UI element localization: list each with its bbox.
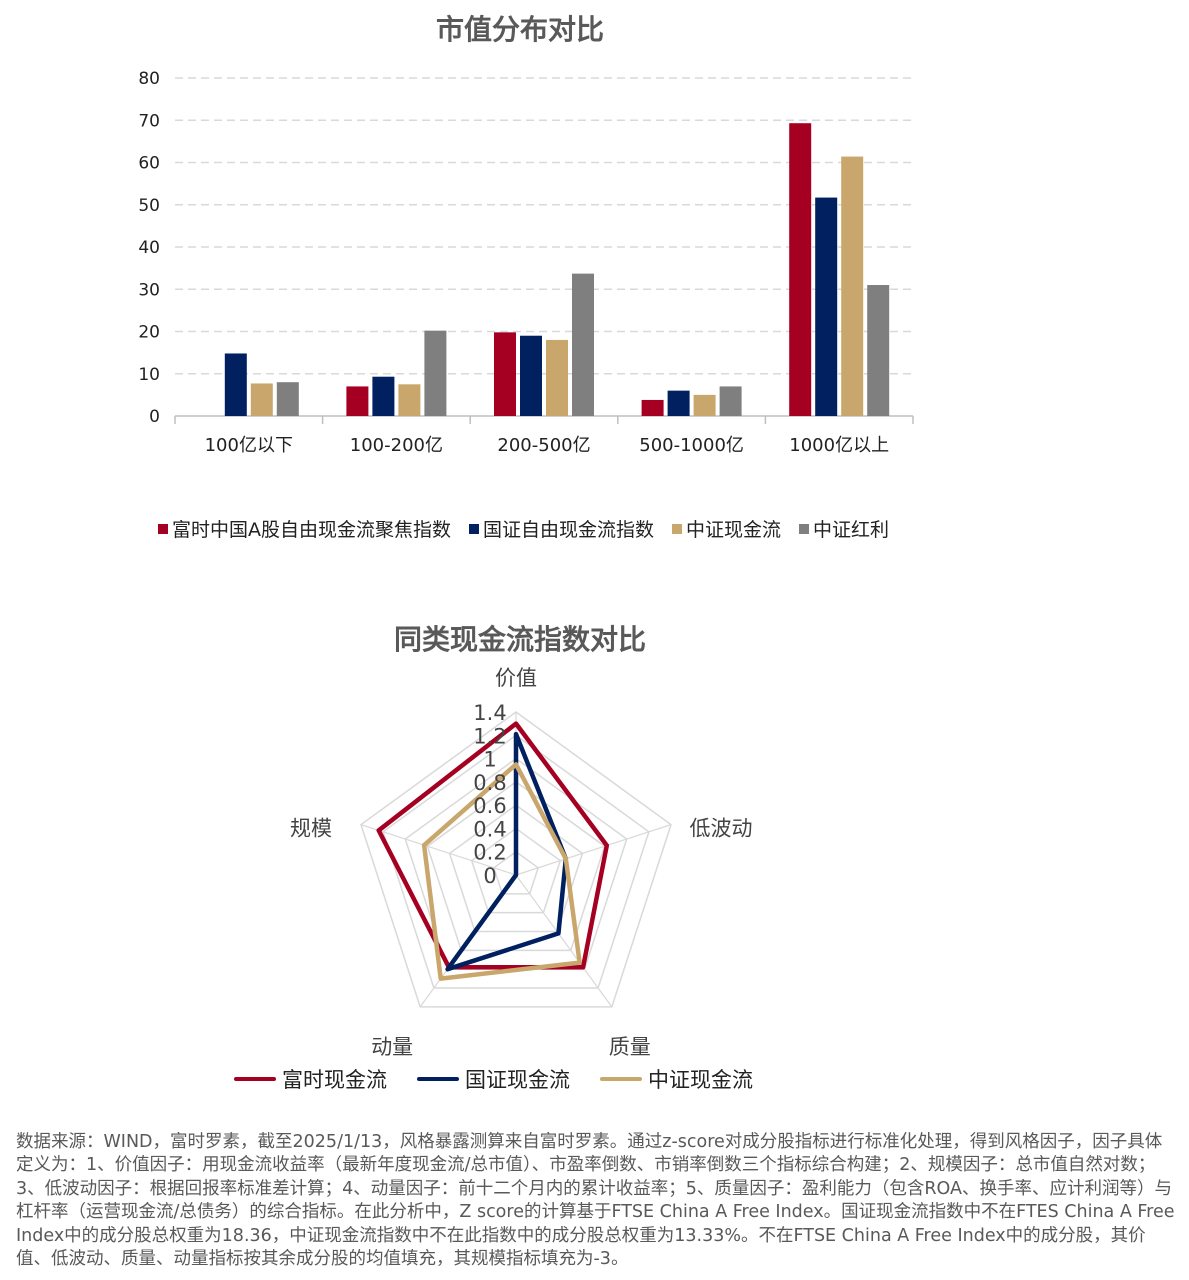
radar-tick-label: 0.8 <box>473 771 506 795</box>
y-tick-label: 50 <box>138 196 160 216</box>
radar-series <box>445 731 569 972</box>
legend-label-hongli: 中证红利 <box>813 519 890 541</box>
radar-spoke <box>515 824 672 876</box>
radar-tick-label: 1.4 <box>473 701 506 725</box>
radar-tick-label: 0.2 <box>473 841 506 865</box>
radar-axis-label: 规模 <box>290 817 332 841</box>
radar-legend-item-ftse: 富时现金流 <box>234 1064 387 1094</box>
radar-chart-title: 同类现金流指数对比 <box>393 623 646 656</box>
legend-label-zhongzheng: 中证现金流 <box>686 519 782 541</box>
y-tick-label: 80 <box>138 69 160 89</box>
y-tick-label: 60 <box>138 154 160 174</box>
radar-grid-ring <box>404 757 628 970</box>
radar-tick-label: 1.2 <box>473 724 506 748</box>
bar <box>346 386 369 416</box>
y-tick-label: 20 <box>138 323 160 343</box>
bar <box>667 390 690 416</box>
radar-legend-label-zhongzheng: 中证现金流 <box>648 1068 753 1092</box>
bar <box>789 123 812 417</box>
radar-spoke <box>419 874 517 1008</box>
radar-grid-ring <box>426 780 606 952</box>
bar <box>224 353 247 416</box>
bar <box>520 335 542 416</box>
bar <box>867 285 890 416</box>
legend-item-ftse: 富时中国A股自由现金流聚焦指数 <box>158 515 451 542</box>
radar-legend-line-ftse <box>234 1077 276 1081</box>
y-tick-label: 40 <box>138 238 160 258</box>
radar-legend: 富时现金流 国证现金流 中证现金流 <box>234 1064 783 1094</box>
radar-legend-label-guozheng: 国证现金流 <box>465 1068 570 1092</box>
legend-label-guozheng: 国证自由现金流指数 <box>483 519 655 541</box>
x-tick-label: 500-1000亿 <box>639 435 744 456</box>
x-tick-label: 1000亿以上 <box>789 435 889 456</box>
radar-axis-label: 价值 <box>495 666 537 690</box>
bar <box>641 399 664 416</box>
radar-axis-label: 质量 <box>609 1035 651 1059</box>
radar-legend-line-guozheng <box>417 1077 459 1081</box>
radar-grid-ring <box>360 711 672 1008</box>
radar-grid-ring <box>470 827 562 914</box>
legend-item-guozheng: 国证自由现金流指数 <box>469 515 654 542</box>
x-tick-label: 100亿以下 <box>205 435 293 456</box>
radar-tick-label: 0.6 <box>473 794 506 818</box>
y-tick-label: 30 <box>138 280 160 300</box>
y-tick-label: 10 <box>138 365 160 385</box>
legend-item-zhongzheng: 中证现金流 <box>672 515 781 542</box>
radar-grid-ring <box>492 850 540 895</box>
bar <box>276 382 299 416</box>
bar-chart-title: 市值分布对比 <box>435 13 604 46</box>
bar <box>572 273 594 416</box>
radar-grid-ring <box>448 804 584 933</box>
radar-axis-label: 动量 <box>371 1035 413 1059</box>
bar <box>719 386 742 416</box>
bar <box>372 376 395 416</box>
bar <box>546 339 568 416</box>
radar-legend-item-guozheng: 国证现金流 <box>417 1064 570 1094</box>
bar <box>693 394 716 416</box>
x-tick-label: 100-200亿 <box>350 435 443 456</box>
footnote: 数据来源：WIND，富时罗素，截至2025/1/13，风格暴露测算来自富时罗素。… <box>16 1132 1175 1270</box>
radar-tick-label: 1 <box>483 748 496 772</box>
radar-legend-label-ftse: 富时现金流 <box>282 1068 387 1092</box>
bar-legend: 富时中国A股自由现金流聚焦指数 国证自由现金流指数 中证现金流 中证红利 <box>158 515 907 542</box>
legend-swatch-ftse <box>158 523 168 534</box>
bar <box>398 384 421 416</box>
legend-swatch-zhongzheng <box>672 523 683 534</box>
radar-axis-label: 低波动 <box>690 817 753 841</box>
radar-legend-line-zhongzheng <box>600 1077 642 1081</box>
legend-item-hongli: 中证红利 <box>799 515 889 542</box>
radar-series <box>376 721 610 970</box>
radar-spoke <box>360 824 517 876</box>
legend-swatch-hongli <box>799 523 810 534</box>
bar-chart: 0 10 20 30 40 50 60 70 80 100亿以下 100-200亿 200-500亿 5… <box>138 69 914 456</box>
bar <box>250 383 273 416</box>
legend-label-ftse: 富时中国A股自由现金流聚焦指数 <box>172 519 451 541</box>
bar <box>815 197 838 416</box>
radar-series <box>421 762 582 981</box>
radar-grid-ring <box>382 734 650 989</box>
bar <box>494 332 516 416</box>
x-tick-label: 200-500亿 <box>497 435 590 456</box>
legend-swatch-guozheng <box>469 523 479 534</box>
radar-tick-label: 0.4 <box>473 817 506 841</box>
radar-tick-label: 0 <box>483 864 496 888</box>
bar <box>841 156 864 416</box>
y-tick-label: 0 <box>149 407 160 427</box>
radar-legend-item-zhongzheng: 中证现金流 <box>600 1064 753 1094</box>
radar-spoke <box>515 874 613 1008</box>
y-tick-label: 70 <box>138 111 160 131</box>
bar <box>424 330 447 416</box>
